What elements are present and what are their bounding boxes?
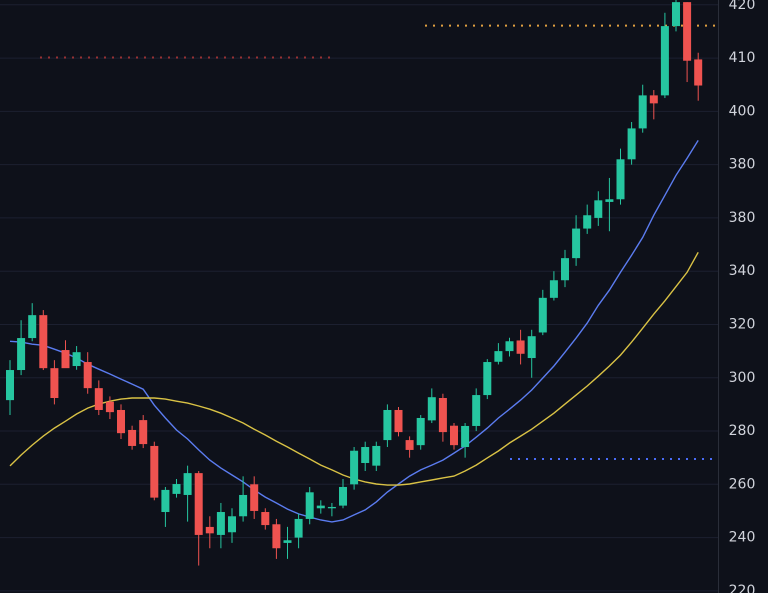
candle-body (172, 484, 181, 494)
candle-body (461, 425, 470, 448)
candle-body (649, 95, 658, 104)
candle-body (516, 340, 525, 354)
y-tick-label: 340 (729, 263, 756, 279)
candle-body (394, 409, 403, 433)
candle-body (316, 505, 325, 509)
candle-body (638, 95, 647, 129)
candle-body (283, 540, 292, 543)
candle-body (672, 2, 680, 27)
y-tick-label: 220 (729, 583, 756, 593)
candle-body (139, 420, 148, 445)
y-tick-label: 420 (729, 0, 756, 13)
candle-body (427, 397, 436, 421)
candle-body (39, 315, 48, 369)
candle-body (549, 280, 558, 298)
candle-body (405, 440, 414, 450)
candle-body (327, 506, 336, 509)
candle-body (683, 2, 692, 61)
y-tick-label: 380 (729, 210, 756, 226)
candle-body (616, 159, 625, 200)
candle-body (594, 200, 603, 218)
candle-body (694, 59, 703, 86)
y-tick-label: 280 (729, 423, 756, 439)
y-tick-label: 380 (729, 157, 756, 173)
moving-average-line (9, 140, 699, 523)
candle-body (416, 417, 425, 446)
candle-body (50, 368, 59, 398)
y-tick-label: 320 (729, 316, 756, 332)
candle-body (61, 350, 70, 369)
y-tick-label: 400 (729, 103, 756, 119)
candle-body (605, 199, 614, 202)
candle-body (128, 429, 137, 446)
candle-body (294, 518, 303, 538)
candle-body (228, 516, 236, 533)
candle-body (194, 473, 203, 535)
candle-body (383, 409, 392, 441)
y-tick-label: 260 (729, 476, 756, 492)
candle-body (250, 484, 259, 511)
candle-body (350, 450, 359, 485)
candle-body (505, 341, 514, 352)
candle-body (239, 494, 248, 517)
y-tick-label: 410 (729, 50, 756, 66)
candle-body (216, 512, 225, 535)
candles (6, 0, 703, 566)
candle-body (272, 524, 281, 549)
candle-body (94, 388, 103, 410)
y-tick-label: 300 (729, 370, 756, 386)
candle-body (372, 445, 381, 466)
candle-body (6, 370, 14, 401)
levels (40, 24, 716, 461)
candle-body (339, 486, 347, 506)
candle-body (583, 215, 592, 229)
candle-body (538, 297, 547, 333)
candle-body (261, 512, 270, 526)
candle-body (450, 425, 458, 446)
candle-body (83, 362, 92, 389)
candle-body (660, 26, 669, 96)
candle-body (305, 492, 314, 519)
candle-body (150, 445, 159, 498)
candle-body (105, 401, 114, 413)
candle-body (494, 351, 503, 362)
candle-body (205, 526, 214, 534)
y-axis: 220 240 260 280 300 320 340 380 380 400 410 420 (729, 0, 756, 593)
candle-body (572, 228, 581, 259)
candle-body (438, 397, 447, 433)
candle-body (527, 336, 536, 359)
candle-body (472, 395, 481, 426)
candle-body (627, 128, 636, 160)
candle-body (28, 315, 37, 339)
candle-body (483, 362, 492, 396)
candle-body (561, 258, 569, 281)
grid (0, 4, 718, 592)
candle-body (161, 489, 170, 513)
candle-body (183, 473, 192, 495)
candle-body (72, 352, 81, 367)
candle-body (361, 447, 370, 463)
candle-body (17, 338, 26, 371)
y-tick-label: 240 (729, 530, 756, 546)
candle-body (117, 409, 125, 434)
